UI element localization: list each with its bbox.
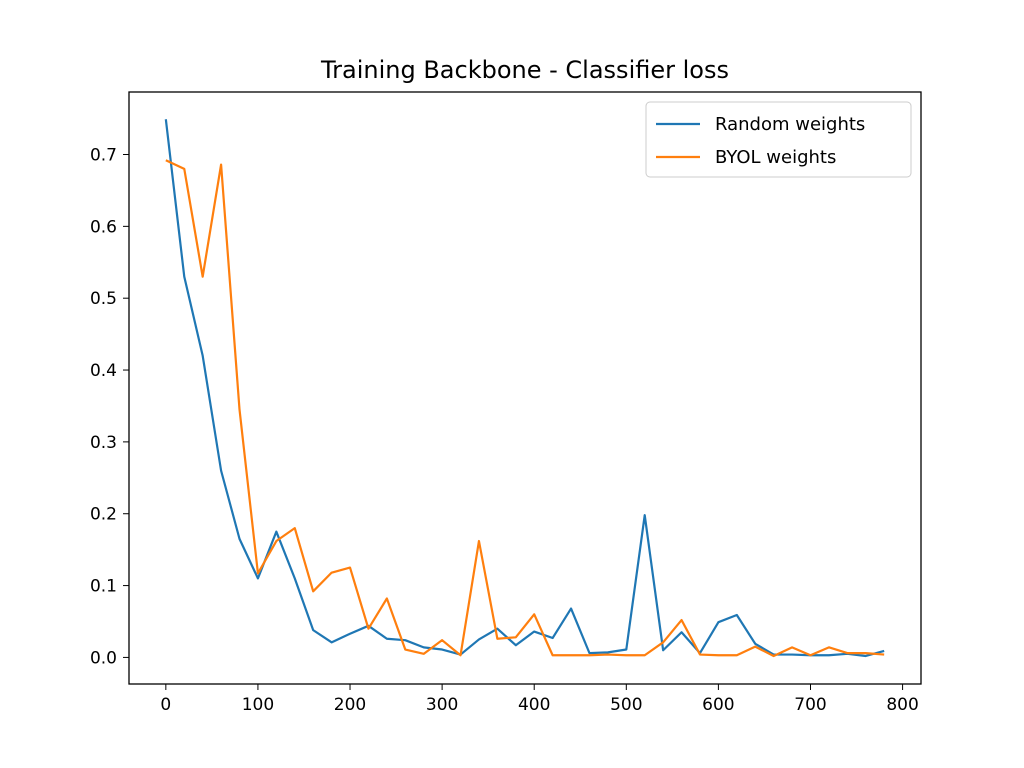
y-tick-label: 0.0 [90,648,117,668]
y-tick-label: 0.4 [90,361,117,381]
y-tick-label: 0.2 [90,505,117,525]
y-tick-label: 0.3 [90,433,117,453]
legend: Random weights BYOL weights [645,101,912,178]
legend-label: Random weights [715,114,865,135]
legend-items: Random weights BYOL weights [656,114,865,168]
axes-frame [128,91,922,685]
x-tick-label: 0 [160,695,171,715]
legend-box [645,101,912,178]
series-line-byol-weights [165,159,885,658]
series-layer [164,119,885,658]
y-tick-label: 0.7 [90,146,117,166]
x-tick-label: 800 [886,695,918,715]
x-tick-label: 200 [334,695,366,715]
x-tick-label: 600 [702,695,734,715]
y-tick-label: 0.6 [90,217,117,237]
x-tick-label: 300 [426,695,458,715]
series-line-random-weights [164,119,885,658]
x-axis-ticks: 0 100 200 300 400 500 600 700 800 [160,684,919,715]
x-tick-label: 100 [242,695,274,715]
y-tick-label: 0.1 [90,577,117,597]
plot-area: 0 100 200 300 400 500 600 700 800 0.00.10.20.30.… [90,91,922,715]
chart-title: Training Backbone - Classifier loss [320,56,729,84]
x-tick-label: 400 [518,695,550,715]
y-tick-label: 0.5 [90,289,117,309]
x-tick-label: 500 [610,695,642,715]
legend-label: BYOL weights [715,147,836,168]
x-tick-label: 700 [794,695,826,715]
y-axis-ticks: 0.0 0.1 0.2 0.3 0.4 0.5 0.6 0.7 [90,146,129,668]
